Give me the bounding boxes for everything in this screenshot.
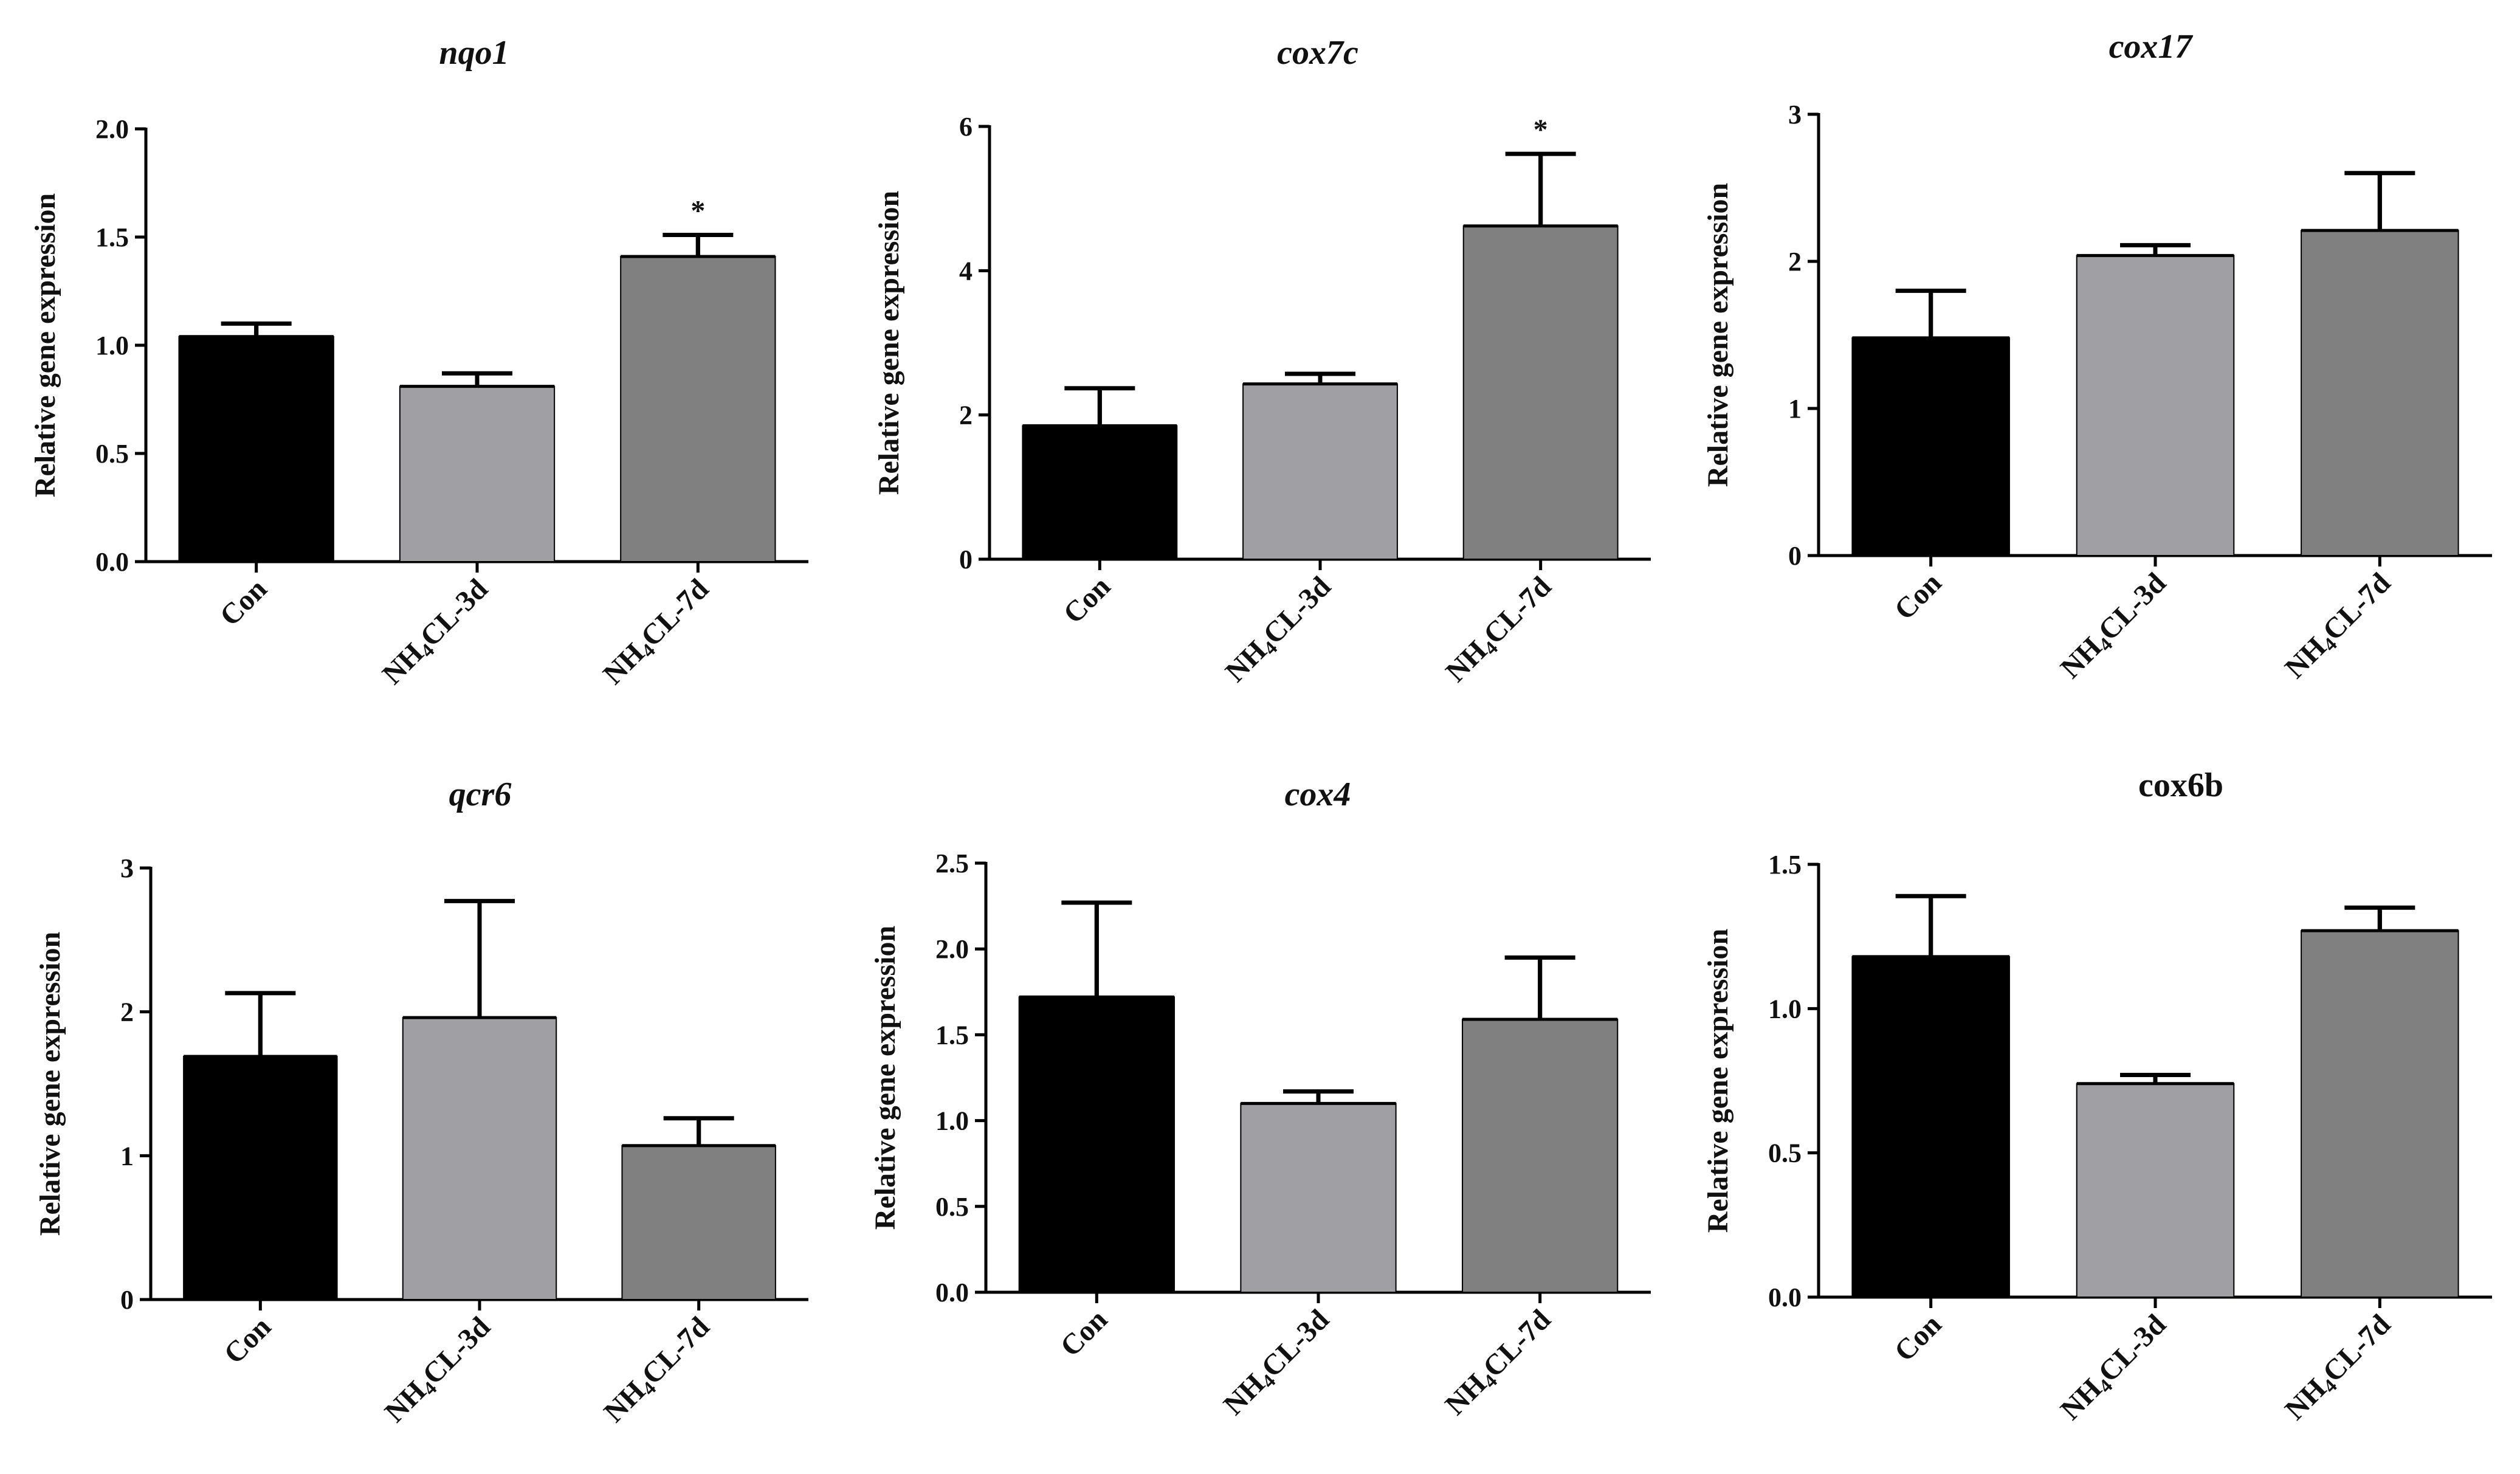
- y-tick-label: 0.0: [1768, 1283, 1802, 1312]
- bar-0: [1018, 996, 1175, 1293]
- x-tick-label: NH4CL-3d: [1219, 570, 1339, 690]
- bar-1: [399, 385, 556, 562]
- y-tick-label: 0.5: [95, 439, 129, 469]
- chart-panel-2: cox17 Relative gene expression 0 1 2 3 Con NH4C…: [1702, 28, 2492, 686]
- x-tick-label: Con: [1054, 1303, 1114, 1363]
- bar-2: [621, 1145, 776, 1301]
- bar-1: [1240, 1103, 1397, 1293]
- y-tick-label: 0.5: [935, 1192, 969, 1222]
- chart-title: qcr6: [449, 776, 512, 813]
- x-tick-label: Con: [218, 1310, 277, 1370]
- x-tick-label: NH4CL-7d: [2279, 1308, 2398, 1428]
- y-tick-label: 1.0: [95, 331, 129, 360]
- x-tick-label: NH4CL-7d: [2279, 567, 2398, 686]
- y-tick-label: 6: [959, 112, 973, 142]
- y-tick-label: 3: [120, 853, 134, 883]
- significance-marker: *: [1534, 114, 1548, 146]
- y-tick-label: 1.5: [935, 1020, 969, 1050]
- y-axis-label: Relative gene expression: [873, 191, 905, 495]
- bar-2: [1462, 1018, 1619, 1293]
- x-tick-label: NH4CL-7d: [597, 1310, 717, 1430]
- y-axis-label: Relative gene expression: [1702, 183, 1734, 487]
- y-tick-label: 1: [1788, 394, 1802, 424]
- y-tick-label: 3: [1788, 100, 1802, 129]
- y-axis-label: Relative gene expression: [29, 193, 61, 497]
- bar-2: [2301, 930, 2459, 1298]
- significance-marker: *: [690, 195, 705, 227]
- bar-2: [2301, 230, 2459, 556]
- y-tick-label: 2: [959, 401, 973, 430]
- x-tick-label: NH4CL-7d: [1439, 1303, 1558, 1423]
- bar-2: [620, 256, 776, 562]
- x-tick-label: Con: [1888, 1308, 1948, 1368]
- y-tick-label: 1.0: [1768, 994, 1802, 1024]
- bar-0: [178, 336, 334, 562]
- y-tick-label: 0.0: [935, 1278, 969, 1307]
- bar-1: [2076, 1083, 2235, 1298]
- y-tick-label: 2: [120, 997, 134, 1027]
- bar-0: [1851, 337, 2010, 557]
- bar-2: [1462, 225, 1619, 560]
- x-tick-label: NH4CL-3d: [379, 1310, 498, 1430]
- chart-title: cox4: [1285, 776, 1351, 813]
- y-tick-label: 0.0: [95, 547, 129, 577]
- x-tick-label: Con: [1888, 567, 1948, 626]
- y-axis-label: Relative gene expression: [1702, 929, 1734, 1233]
- y-tick-label: 2: [1788, 247, 1802, 277]
- y-tick-label: 2.5: [935, 849, 969, 878]
- y-tick-label: 1.5: [95, 222, 129, 252]
- chart-title: nqo1: [439, 34, 509, 72]
- bar-1: [402, 1017, 557, 1300]
- chart-panel-1: cox7c Relative gene expression 0 2 4 6 Con NH4C…: [873, 34, 1651, 690]
- y-tick-label: 2.0: [935, 934, 969, 964]
- x-tick-label: Con: [214, 573, 274, 632]
- y-axis-label: Relative gene expression: [34, 932, 66, 1236]
- x-tick-label: NH4CL-3d: [2054, 567, 2174, 686]
- bar-0: [1022, 425, 1178, 560]
- y-tick-label: 1.0: [935, 1106, 969, 1136]
- y-tick-label: 4: [959, 256, 973, 286]
- bar-0: [183, 1056, 338, 1300]
- y-tick-label: 0: [120, 1285, 134, 1315]
- x-tick-label: NH4CL-3d: [376, 573, 496, 692]
- bar-1: [1242, 383, 1398, 560]
- y-tick-label: 0.5: [1768, 1138, 1802, 1168]
- bar-0: [1851, 956, 2010, 1298]
- y-tick-label: 1.5: [1768, 850, 1802, 880]
- x-tick-label: Con: [1057, 570, 1117, 630]
- y-tick-label: 2.0: [95, 114, 129, 144]
- chart-panel-5: cox6b Relative gene expression 0.0 0.5 1.0 1.…: [1702, 766, 2492, 1428]
- y-tick-label: 0: [959, 545, 973, 574]
- bar-1: [2076, 255, 2235, 556]
- chart-title: cox17: [2109, 28, 2194, 66]
- y-tick-label: 1: [120, 1141, 134, 1171]
- chart-title: cox7c: [1277, 34, 1358, 72]
- y-tick-label: 0: [1788, 541, 1802, 571]
- x-tick-label: NH4CL-3d: [2054, 1308, 2174, 1428]
- chart-panel-4: cox4 Relative gene expression 0.0 0.5 1.0 1.5…: [869, 776, 1651, 1423]
- chart-title: cox6b: [2138, 766, 2223, 804]
- chart-panel-3: qcr6 Relative gene expression 0 1 2 3 Con NH4CL…: [34, 776, 808, 1430]
- chart-panel-0: nqo1 Relative gene expression 0.0 0.5 1.0 1.5…: [29, 34, 808, 692]
- x-tick-label: NH4CL-7d: [1439, 570, 1559, 690]
- x-tick-label: NH4CL-7d: [597, 573, 717, 692]
- y-axis-label: Relative gene expression: [869, 926, 901, 1230]
- x-tick-label: NH4CL-3d: [1217, 1303, 1337, 1423]
